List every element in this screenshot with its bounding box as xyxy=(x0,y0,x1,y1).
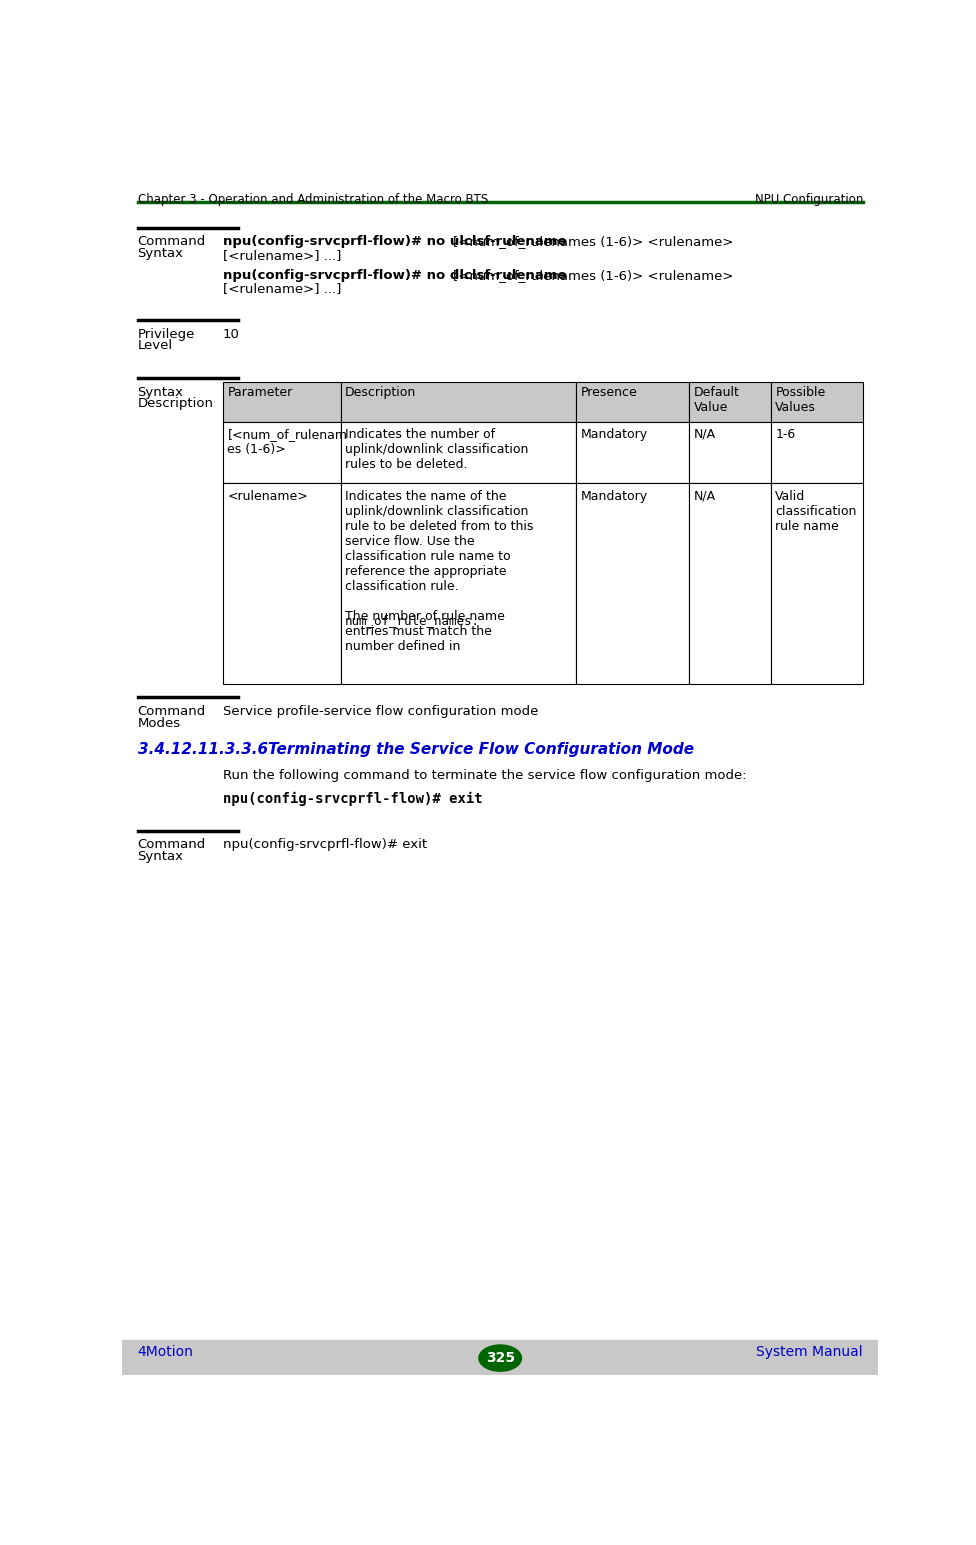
Text: Modes: Modes xyxy=(138,717,181,729)
Text: npu(config-srvcprfl-flow)# no ulclsf-rulename: npu(config-srvcprfl-flow)# no ulclsf-rul… xyxy=(223,235,571,249)
Text: [<num_of_rulenames (1-6)> <rulename>: [<num_of_rulenames (1-6)> <rulename> xyxy=(453,235,733,249)
Text: 1-6: 1-6 xyxy=(775,428,795,440)
Bar xyxy=(771,382,863,422)
Text: Indicates the name of the
uplink/downlink classification
rule to be deleted from: Indicates the name of the uplink/downlin… xyxy=(346,490,534,652)
Text: Command: Command xyxy=(138,839,206,851)
Bar xyxy=(689,422,771,484)
Text: npu(config-srvcprfl-flow)# exit: npu(config-srvcprfl-flow)# exit xyxy=(223,793,482,806)
Text: Valid
classification
rule name: Valid classification rule name xyxy=(775,490,857,533)
Bar xyxy=(223,422,341,484)
Text: 325: 325 xyxy=(486,1352,514,1366)
Text: N/A: N/A xyxy=(693,490,715,502)
Text: Syntax: Syntax xyxy=(138,386,183,399)
Text: [<rulename>] ...]: [<rulename>] ...] xyxy=(223,249,342,261)
Text: npu(config-srvcprfl-flow)# exit: npu(config-srvcprfl-flow)# exit xyxy=(223,839,427,851)
Bar xyxy=(341,382,576,422)
Text: Description: Description xyxy=(346,386,417,399)
Text: Presence: Presence xyxy=(581,386,637,399)
Bar xyxy=(122,1341,878,1375)
Text: Privilege: Privilege xyxy=(138,328,195,341)
Bar xyxy=(576,422,689,484)
Bar xyxy=(689,484,771,683)
Text: Command: Command xyxy=(138,235,206,249)
Bar xyxy=(223,484,341,683)
Text: Syntax: Syntax xyxy=(138,247,183,260)
Text: Chapter 3 - Operation and Administration of the Macro BTS: Chapter 3 - Operation and Administration… xyxy=(138,193,488,205)
Text: [<rulename>] ...]: [<rulename>] ...] xyxy=(223,281,342,295)
Bar xyxy=(341,422,576,484)
Text: Description: Description xyxy=(138,397,214,409)
Text: 10: 10 xyxy=(223,328,240,341)
Text: Mandatory: Mandatory xyxy=(581,490,648,502)
Bar xyxy=(341,484,576,683)
Text: Mandatory: Mandatory xyxy=(581,428,648,440)
Text: Service profile-service flow configuration mode: Service profile-service flow configurati… xyxy=(223,705,538,718)
Text: 3.4.12.11.3.3.6Terminating the Service Flow Configuration Mode: 3.4.12.11.3.3.6Terminating the Service F… xyxy=(138,742,694,757)
Text: Level: Level xyxy=(138,340,173,352)
Text: 4Motion: 4Motion xyxy=(138,1346,193,1360)
Bar xyxy=(576,382,689,422)
Bar xyxy=(689,382,771,422)
Text: Default
Value: Default Value xyxy=(693,386,739,414)
Bar xyxy=(223,382,341,422)
Text: Possible
Values: Possible Values xyxy=(775,386,826,414)
Text: System Manual: System Manual xyxy=(756,1346,863,1360)
Text: [<num_of_rulenam
es (1-6)>: [<num_of_rulenam es (1-6)> xyxy=(227,428,347,456)
Text: <rulename>: <rulename> xyxy=(227,490,308,502)
Bar xyxy=(576,484,689,683)
Text: Run the following command to terminate the service flow configuration mode:: Run the following command to terminate t… xyxy=(223,769,747,782)
Text: [<num_of_rulenames (1-6)> <rulename>: [<num_of_rulenames (1-6)> <rulename> xyxy=(453,269,733,281)
Text: npu(config-srvcprfl-flow)# no dlclsf-rulename: npu(config-srvcprfl-flow)# no dlclsf-rul… xyxy=(223,269,571,281)
Text: num_of_rule_names.: num_of_rule_names. xyxy=(346,615,480,627)
Bar xyxy=(771,422,863,484)
Text: Syntax: Syntax xyxy=(138,850,183,864)
Text: Indicates the number of
uplink/downlink classification
rules to be deleted.: Indicates the number of uplink/downlink … xyxy=(346,428,529,471)
Text: Parameter: Parameter xyxy=(227,386,293,399)
Text: NPU Configuration: NPU Configuration xyxy=(754,193,863,205)
Text: N/A: N/A xyxy=(693,428,715,440)
Ellipse shape xyxy=(479,1346,521,1372)
Text: Command: Command xyxy=(138,705,206,718)
Bar xyxy=(771,484,863,683)
